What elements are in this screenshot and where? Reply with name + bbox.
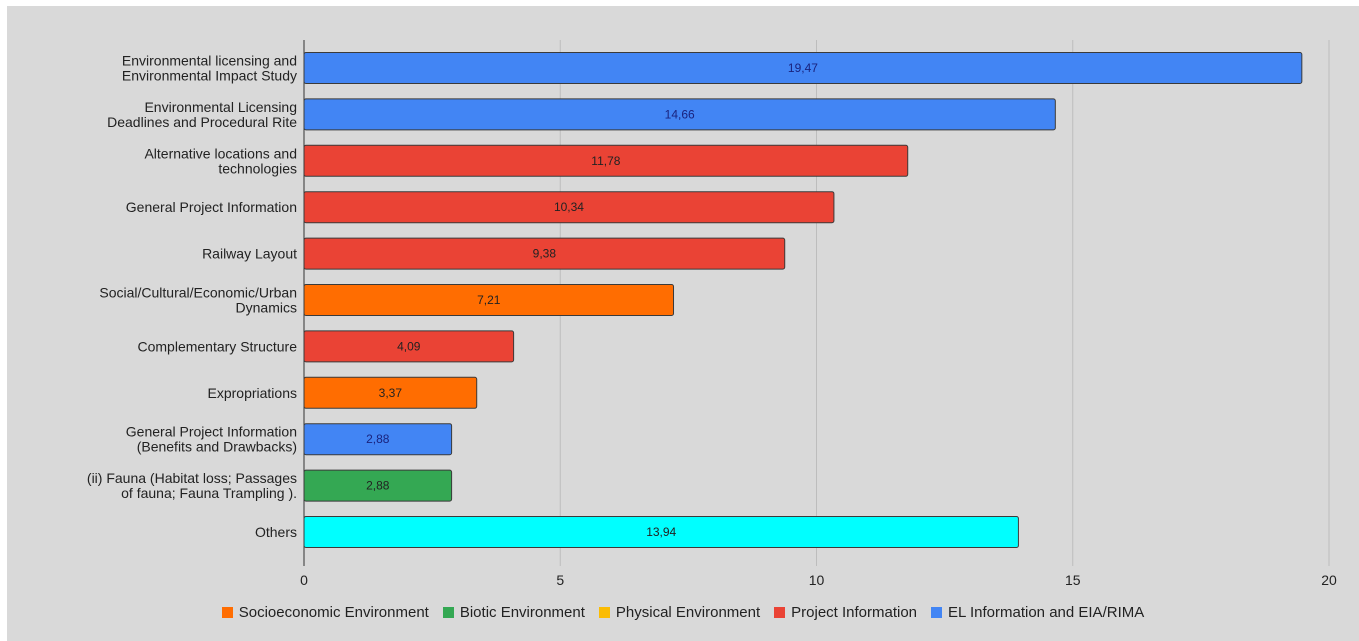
legend-label: Project Information [791,604,918,621]
category-label: Environmental Licensing [144,99,297,115]
legend-swatch [931,607,943,618]
category-label: Expropriations [208,385,298,401]
bar [303,191,835,224]
bar [303,98,1056,131]
bar [303,52,1303,84]
data-label: 19,47 [788,61,818,75]
bar [303,516,1019,548]
bar [303,376,478,409]
data-label: 9,38 [533,247,557,261]
category-label: Others [255,524,297,540]
x-tick-label: 5 [556,572,564,588]
chart-container: 0 5 10 15 20 19,47 Environmental licensing and… [7,6,1359,641]
category-label: General Project Information [126,199,297,215]
category-label: Social/Cultural/Economic/Urban [99,285,297,301]
x-tick-label: 20 [1321,572,1337,588]
bar-chart: 0 5 10 15 20 19,47 Environmental licensing and… [87,40,1337,588]
legend-item: Socioeconomic Environment [221,604,429,621]
bar [303,237,786,270]
data-label: 14,66 [665,107,695,121]
legend-label: Socioeconomic Environment [238,604,429,621]
data-label: 4,09 [397,339,421,353]
bar [303,469,453,502]
category-label: (Benefits and Drawbacks) [137,439,297,455]
legend-swatch [221,607,233,618]
legend-item: EL Information and EIA/RIMA [931,604,1144,621]
category-label: Alternative locations and [144,145,297,161]
category-label: Deadlines and Procedural Rite [107,114,297,130]
data-label: 2,88 [366,432,390,446]
category-label: General Project Information [126,424,297,440]
legend-item: Biotic Environment [442,604,585,621]
category-label: Railway Layout [202,246,297,262]
legend-item: Project Information [774,604,917,621]
category-label: (ii) Fauna (Habitat loss; Passages [87,470,297,486]
legend-item: Physical Environment [598,604,761,621]
data-label: 3,37 [379,386,403,400]
category-label: technologies [218,160,297,176]
bar [303,284,675,316]
data-label: 10,34 [554,200,584,214]
x-tick-label: 15 [1065,572,1081,588]
category-label: of fauna; Fauna Trampling ). [121,485,297,501]
category-label: Dynamics [236,300,297,316]
chart-legend: Socioeconomic Environment Biotic Environm… [7,604,1359,621]
legend-label: Physical Environment [615,604,761,621]
bar [303,330,515,363]
data-label: 2,88 [366,479,390,493]
x-tick-label: 0 [300,572,308,588]
x-tick-label: 10 [809,572,825,588]
bar [303,144,909,177]
category-label: Environmental Impact Study [122,68,297,84]
data-label: 11,78 [591,154,620,168]
legend-label: EL Information and EIA/RIMA [948,604,1145,621]
bar [303,423,453,456]
legend-swatch [598,607,610,618]
legend-swatch [774,607,786,618]
category-label: Complementary Structure [137,338,297,354]
data-label: 7,21 [477,293,501,307]
data-label: 13,94 [646,525,676,539]
legend-swatch [442,607,454,618]
category-label: Environmental licensing and [122,53,297,69]
legend-label: Biotic Environment [459,604,585,621]
